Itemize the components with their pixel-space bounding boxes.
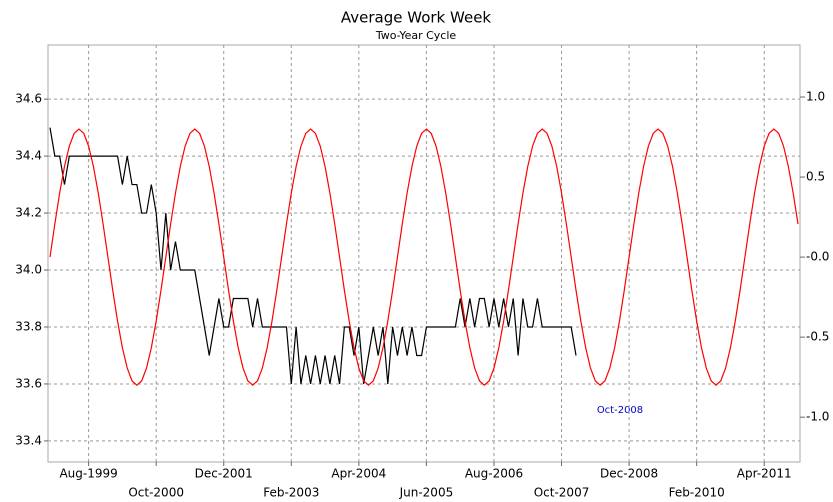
x-tick-label: Apr-2011 bbox=[737, 467, 792, 481]
y-tick-label: 34.2 bbox=[15, 206, 42, 220]
x-tick-label: Dec-2001 bbox=[195, 467, 253, 481]
chart-title: Average Work Week bbox=[341, 9, 492, 27]
series-line bbox=[49, 127, 577, 385]
x-tick-label: Oct-2007 bbox=[534, 486, 590, 500]
chart-subtitle: Two-Year Cycle bbox=[375, 29, 457, 42]
series-line bbox=[49, 128, 799, 386]
x-tick-label: Jun-2005 bbox=[399, 486, 454, 500]
x-tick-label: Dec-2008 bbox=[600, 467, 658, 481]
y2-tick-label: 0.5 bbox=[806, 170, 825, 184]
y-tick-label: 34.4 bbox=[15, 149, 42, 163]
y-tick-label: 33.8 bbox=[15, 319, 42, 333]
x-tick-label: Apr-2004 bbox=[331, 467, 386, 481]
y-tick-label: 34.0 bbox=[15, 263, 42, 277]
x-tick-label: Oct-2000 bbox=[128, 486, 184, 500]
x-tick-label: Feb-2003 bbox=[263, 486, 319, 500]
annotation: Oct-2008 bbox=[597, 405, 643, 416]
plot-frame bbox=[47, 44, 801, 463]
y2-tick-label: -1.0 bbox=[806, 410, 829, 424]
y2-tick-label: -0.0 bbox=[806, 250, 829, 264]
y-tick-label: 33.6 bbox=[15, 376, 42, 390]
y-tick-label: 33.4 bbox=[15, 433, 42, 447]
x-tick-label: Feb-2010 bbox=[669, 486, 725, 500]
x-tick-label: Aug-2006 bbox=[465, 467, 523, 481]
y2-tick-label: 1.0 bbox=[806, 90, 825, 104]
y2-tick-label: -0.5 bbox=[806, 330, 829, 344]
y-tick-label: 34.6 bbox=[15, 92, 42, 106]
x-tick-label: Aug-1999 bbox=[59, 467, 117, 481]
